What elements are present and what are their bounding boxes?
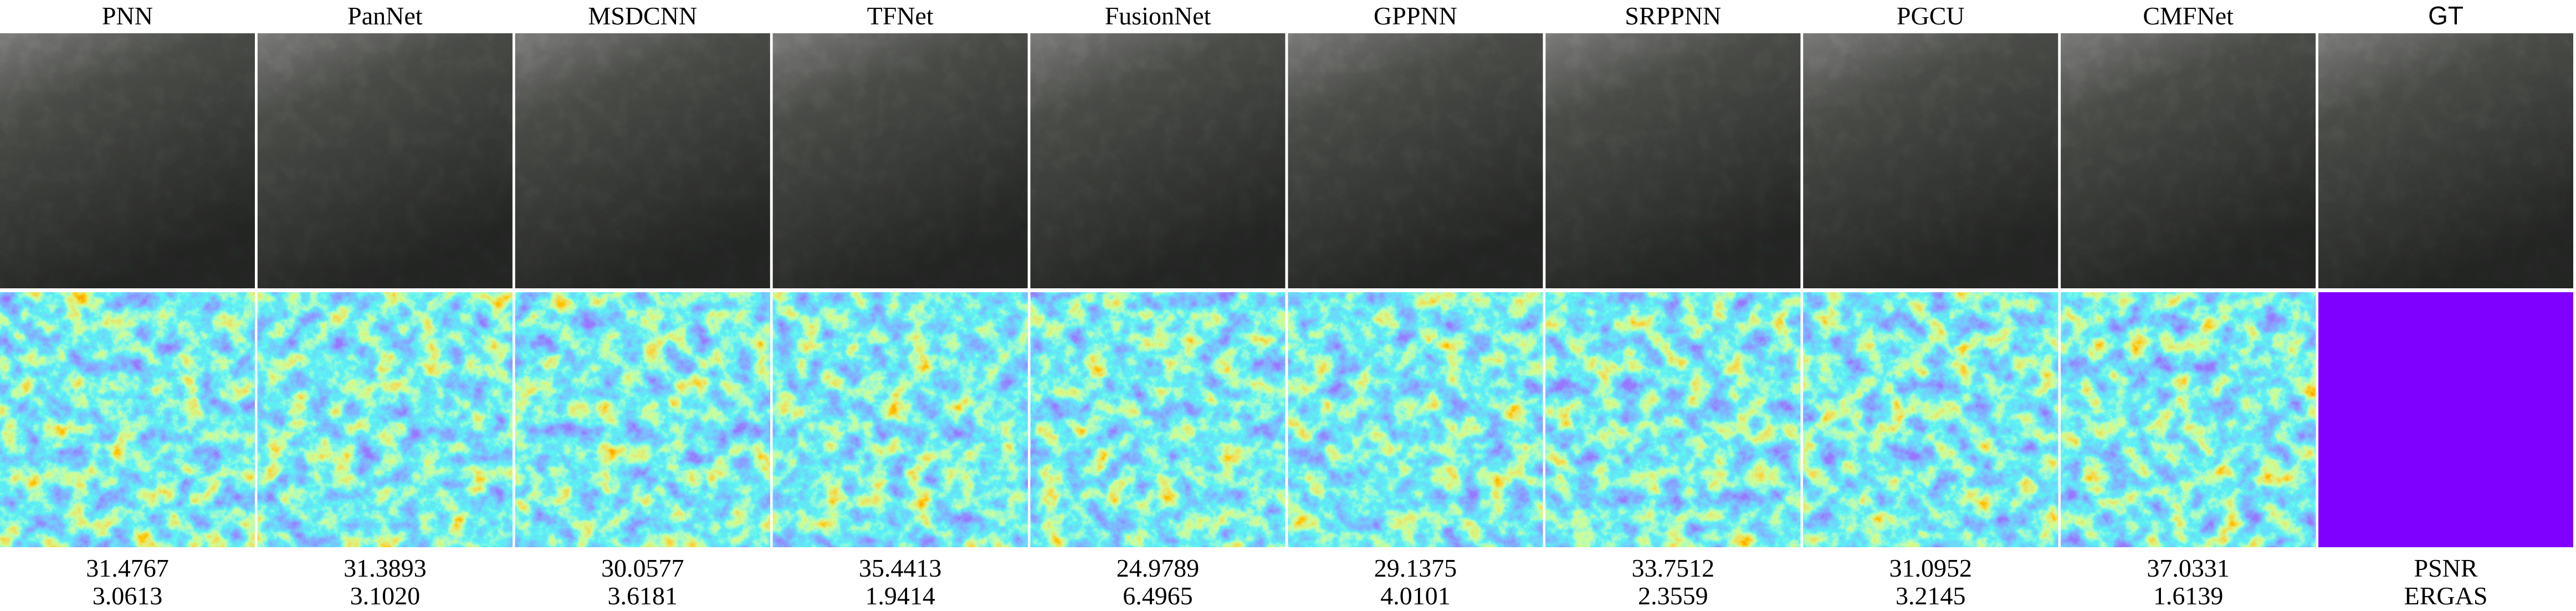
method-name: MSDCNN <box>588 2 697 30</box>
error-map <box>1803 292 2058 547</box>
method-name: PGCU <box>1897 2 1965 30</box>
psnr-value: 31.3893 <box>344 554 427 582</box>
psnr-value: 30.0577 <box>601 554 684 582</box>
error-map <box>772 292 1028 547</box>
ergas-value: 2.3559 <box>1638 582 1708 610</box>
fused-image-texture <box>1030 33 1286 288</box>
method-name: TFNet <box>867 2 934 30</box>
fused-image-texture <box>772 33 1028 288</box>
gt-name: GT <box>2428 1 2464 30</box>
error-map <box>1030 292 1286 547</box>
fused-image-texture <box>2318 33 2573 288</box>
psnr-value: 37.0331 <box>2147 554 2230 582</box>
method-name: SRPPNN <box>1625 2 1721 30</box>
fused-image-texture <box>1803 33 2058 288</box>
psnr-value: 35.4413 <box>859 554 942 582</box>
error-map <box>0 292 255 547</box>
method-name: FusionNet <box>1105 2 1211 30</box>
error-map <box>1545 292 1801 547</box>
metric-label: PSNR <box>2414 554 2478 582</box>
method-name: PanNet <box>347 2 423 30</box>
fused-image-texture <box>515 33 770 288</box>
method-name: CMFNet <box>2143 2 2234 30</box>
error-map <box>257 292 513 547</box>
psnr-value: 31.4767 <box>86 554 169 582</box>
metric-label: ERGAS <box>2404 582 2488 610</box>
error-map <box>2318 292 2573 547</box>
ergas-value: 3.6181 <box>608 582 678 610</box>
psnr-value: 29.1375 <box>1374 554 1457 582</box>
ergas-value: 3.2145 <box>1896 582 1966 610</box>
error-map <box>2061 292 2316 547</box>
method-name: PNN <box>102 2 153 30</box>
fused-image-texture <box>1545 33 1801 288</box>
ergas-value: 6.4965 <box>1123 582 1193 610</box>
ergas-value: 3.1020 <box>350 582 421 610</box>
method-name: GPPNN <box>1374 2 1457 30</box>
fused-image-texture <box>2061 33 2316 288</box>
fused-image-texture <box>257 33 513 288</box>
psnr-value: 24.9789 <box>1117 554 1200 582</box>
ergas-value: 4.0101 <box>1380 582 1451 610</box>
ergas-value: 1.6139 <box>2153 582 2224 610</box>
fused-image-texture <box>0 33 255 288</box>
fused-image-texture <box>1288 33 1543 288</box>
psnr-value: 31.0952 <box>1889 554 1973 582</box>
ergas-value: 1.9414 <box>865 582 935 610</box>
psnr-value: 33.7512 <box>1632 554 1715 582</box>
error-map <box>1288 292 1543 547</box>
ergas-value: 3.0613 <box>93 582 163 610</box>
error-map <box>515 292 770 547</box>
